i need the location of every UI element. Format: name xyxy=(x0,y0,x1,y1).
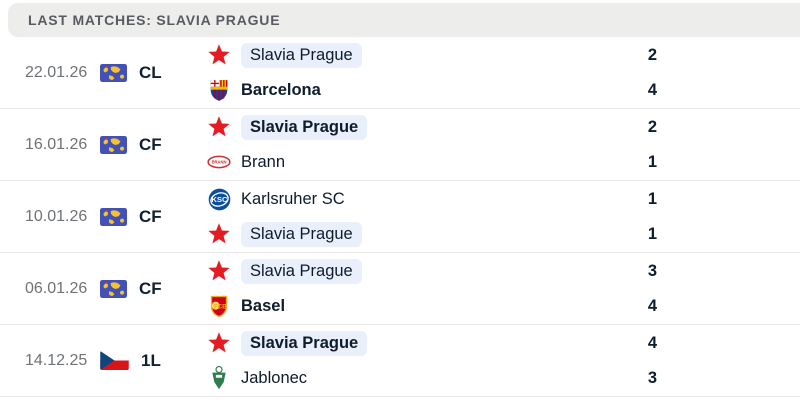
slavia-prague-logo-icon xyxy=(206,259,232,283)
widget-title: LAST MATCHES: SLAVIA PRAGUE xyxy=(28,12,281,28)
teams-cell: Slavia Prague 3 FCB Basel 4 xyxy=(206,257,800,320)
match-row[interactable]: 22.01.26 CL Slavia Prague 2 Barcelona 4 xyxy=(0,37,800,109)
competition-cell: CF xyxy=(100,207,206,227)
competition-code: CF xyxy=(139,134,162,154)
teams-cell: Slavia Prague 4 Jablonec 3 xyxy=(206,329,800,392)
match-row[interactable]: 06.01.26 CF Slavia Prague 3 FCB Basel 4 xyxy=(0,253,800,325)
barcelona-logo-icon xyxy=(206,79,232,102)
karlsruher-sc-logo-icon: KSC xyxy=(206,188,232,211)
svg-text:BRANN: BRANN xyxy=(212,160,227,165)
brann-logo-icon: BRANN xyxy=(206,155,232,169)
team-score: 3 xyxy=(647,261,657,280)
world-map-icon xyxy=(100,63,127,82)
match-row[interactable]: 14.12.25 1L Slavia Prague 4 Jablonec 3 xyxy=(0,325,800,397)
teams-cell: KSC Karlsruher SC 1 Slavia Prague 1 xyxy=(206,185,800,248)
team-line: FCB Basel 4 xyxy=(206,292,657,320)
team-line: BRANN Brann 1 xyxy=(206,148,657,176)
match-date: 16.01.26 xyxy=(25,135,88,153)
team-name: Barcelona xyxy=(241,80,321,99)
competition-code: CF xyxy=(139,206,162,226)
team-name: Karlsruher SC xyxy=(241,189,345,208)
team-score: 1 xyxy=(647,224,657,243)
jablonec-logo-icon xyxy=(206,366,232,390)
world-map-icon xyxy=(100,279,127,298)
match-row[interactable]: 10.01.26 CF KSC Karlsruher SC 1 Slavia P… xyxy=(0,181,800,253)
teams-cell: Slavia Prague 2 BRANN Brann 1 xyxy=(206,113,800,176)
team-name: Slavia Prague xyxy=(241,42,362,68)
team-line: KSC Karlsruher SC 1 xyxy=(206,185,657,213)
slavia-prague-logo-icon xyxy=(206,43,232,67)
team-line: Slavia Prague 2 xyxy=(206,113,657,141)
widget-header: LAST MATCHES: SLAVIA PRAGUE xyxy=(8,3,800,37)
team-line: Slavia Prague 1 xyxy=(206,220,657,248)
team-line: Slavia Prague 4 xyxy=(206,329,657,357)
match-row[interactable]: 16.01.26 CF Slavia Prague 2 BRANN Brann … xyxy=(0,109,800,181)
team-score: 1 xyxy=(647,152,657,171)
team-score: 3 xyxy=(647,368,657,387)
team-name: Slavia Prague xyxy=(241,114,368,140)
team-name: Slavia Prague xyxy=(241,258,362,284)
competition-cell: 1L xyxy=(100,351,206,371)
competition-code: CL xyxy=(139,62,162,82)
competition-cell: CF xyxy=(100,135,206,155)
team-name: Brann xyxy=(241,152,286,171)
team-name: Slavia Prague xyxy=(241,221,362,247)
match-rows: 22.01.26 CL Slavia Prague 2 Barcelona 4 … xyxy=(0,37,800,397)
team-score: 1 xyxy=(647,189,657,208)
competition-cell: CF xyxy=(100,279,206,299)
world-map-icon xyxy=(100,135,127,154)
world-map-icon xyxy=(100,207,127,226)
team-name: Basel xyxy=(241,296,286,315)
slavia-prague-logo-icon xyxy=(206,222,232,246)
team-name: Jablonec xyxy=(241,368,308,387)
team-score: 2 xyxy=(647,117,657,136)
team-score: 4 xyxy=(647,333,657,352)
svg-text:FCB: FCB xyxy=(214,303,227,310)
competition-code: 1L xyxy=(141,350,161,370)
match-date: 10.01.26 xyxy=(25,207,88,225)
svg-text:KSC: KSC xyxy=(211,195,228,204)
slavia-prague-logo-icon xyxy=(206,115,232,139)
match-date: 14.12.25 xyxy=(25,351,88,369)
team-name: Slavia Prague xyxy=(241,330,368,356)
match-date: 06.01.26 xyxy=(25,279,88,297)
competition-cell: CL xyxy=(100,63,206,83)
team-line: Slavia Prague 2 xyxy=(206,41,657,69)
slavia-prague-logo-icon xyxy=(206,331,232,355)
team-line: Barcelona 4 xyxy=(206,76,657,104)
team-score: 2 xyxy=(647,45,657,64)
last-matches-widget: LAST MATCHES: SLAVIA PRAGUE 22.01.26 CL … xyxy=(0,3,800,400)
czech-flag-icon xyxy=(100,351,129,370)
teams-cell: Slavia Prague 2 Barcelona 4 xyxy=(206,41,800,104)
competition-code: CF xyxy=(139,278,162,298)
team-score: 4 xyxy=(647,80,657,99)
team-line: Jablonec 3 xyxy=(206,364,657,392)
basel-logo-icon: FCB xyxy=(206,295,232,318)
team-score: 4 xyxy=(647,296,657,315)
match-date: 22.01.26 xyxy=(25,63,88,81)
team-line: Slavia Prague 3 xyxy=(206,257,657,285)
